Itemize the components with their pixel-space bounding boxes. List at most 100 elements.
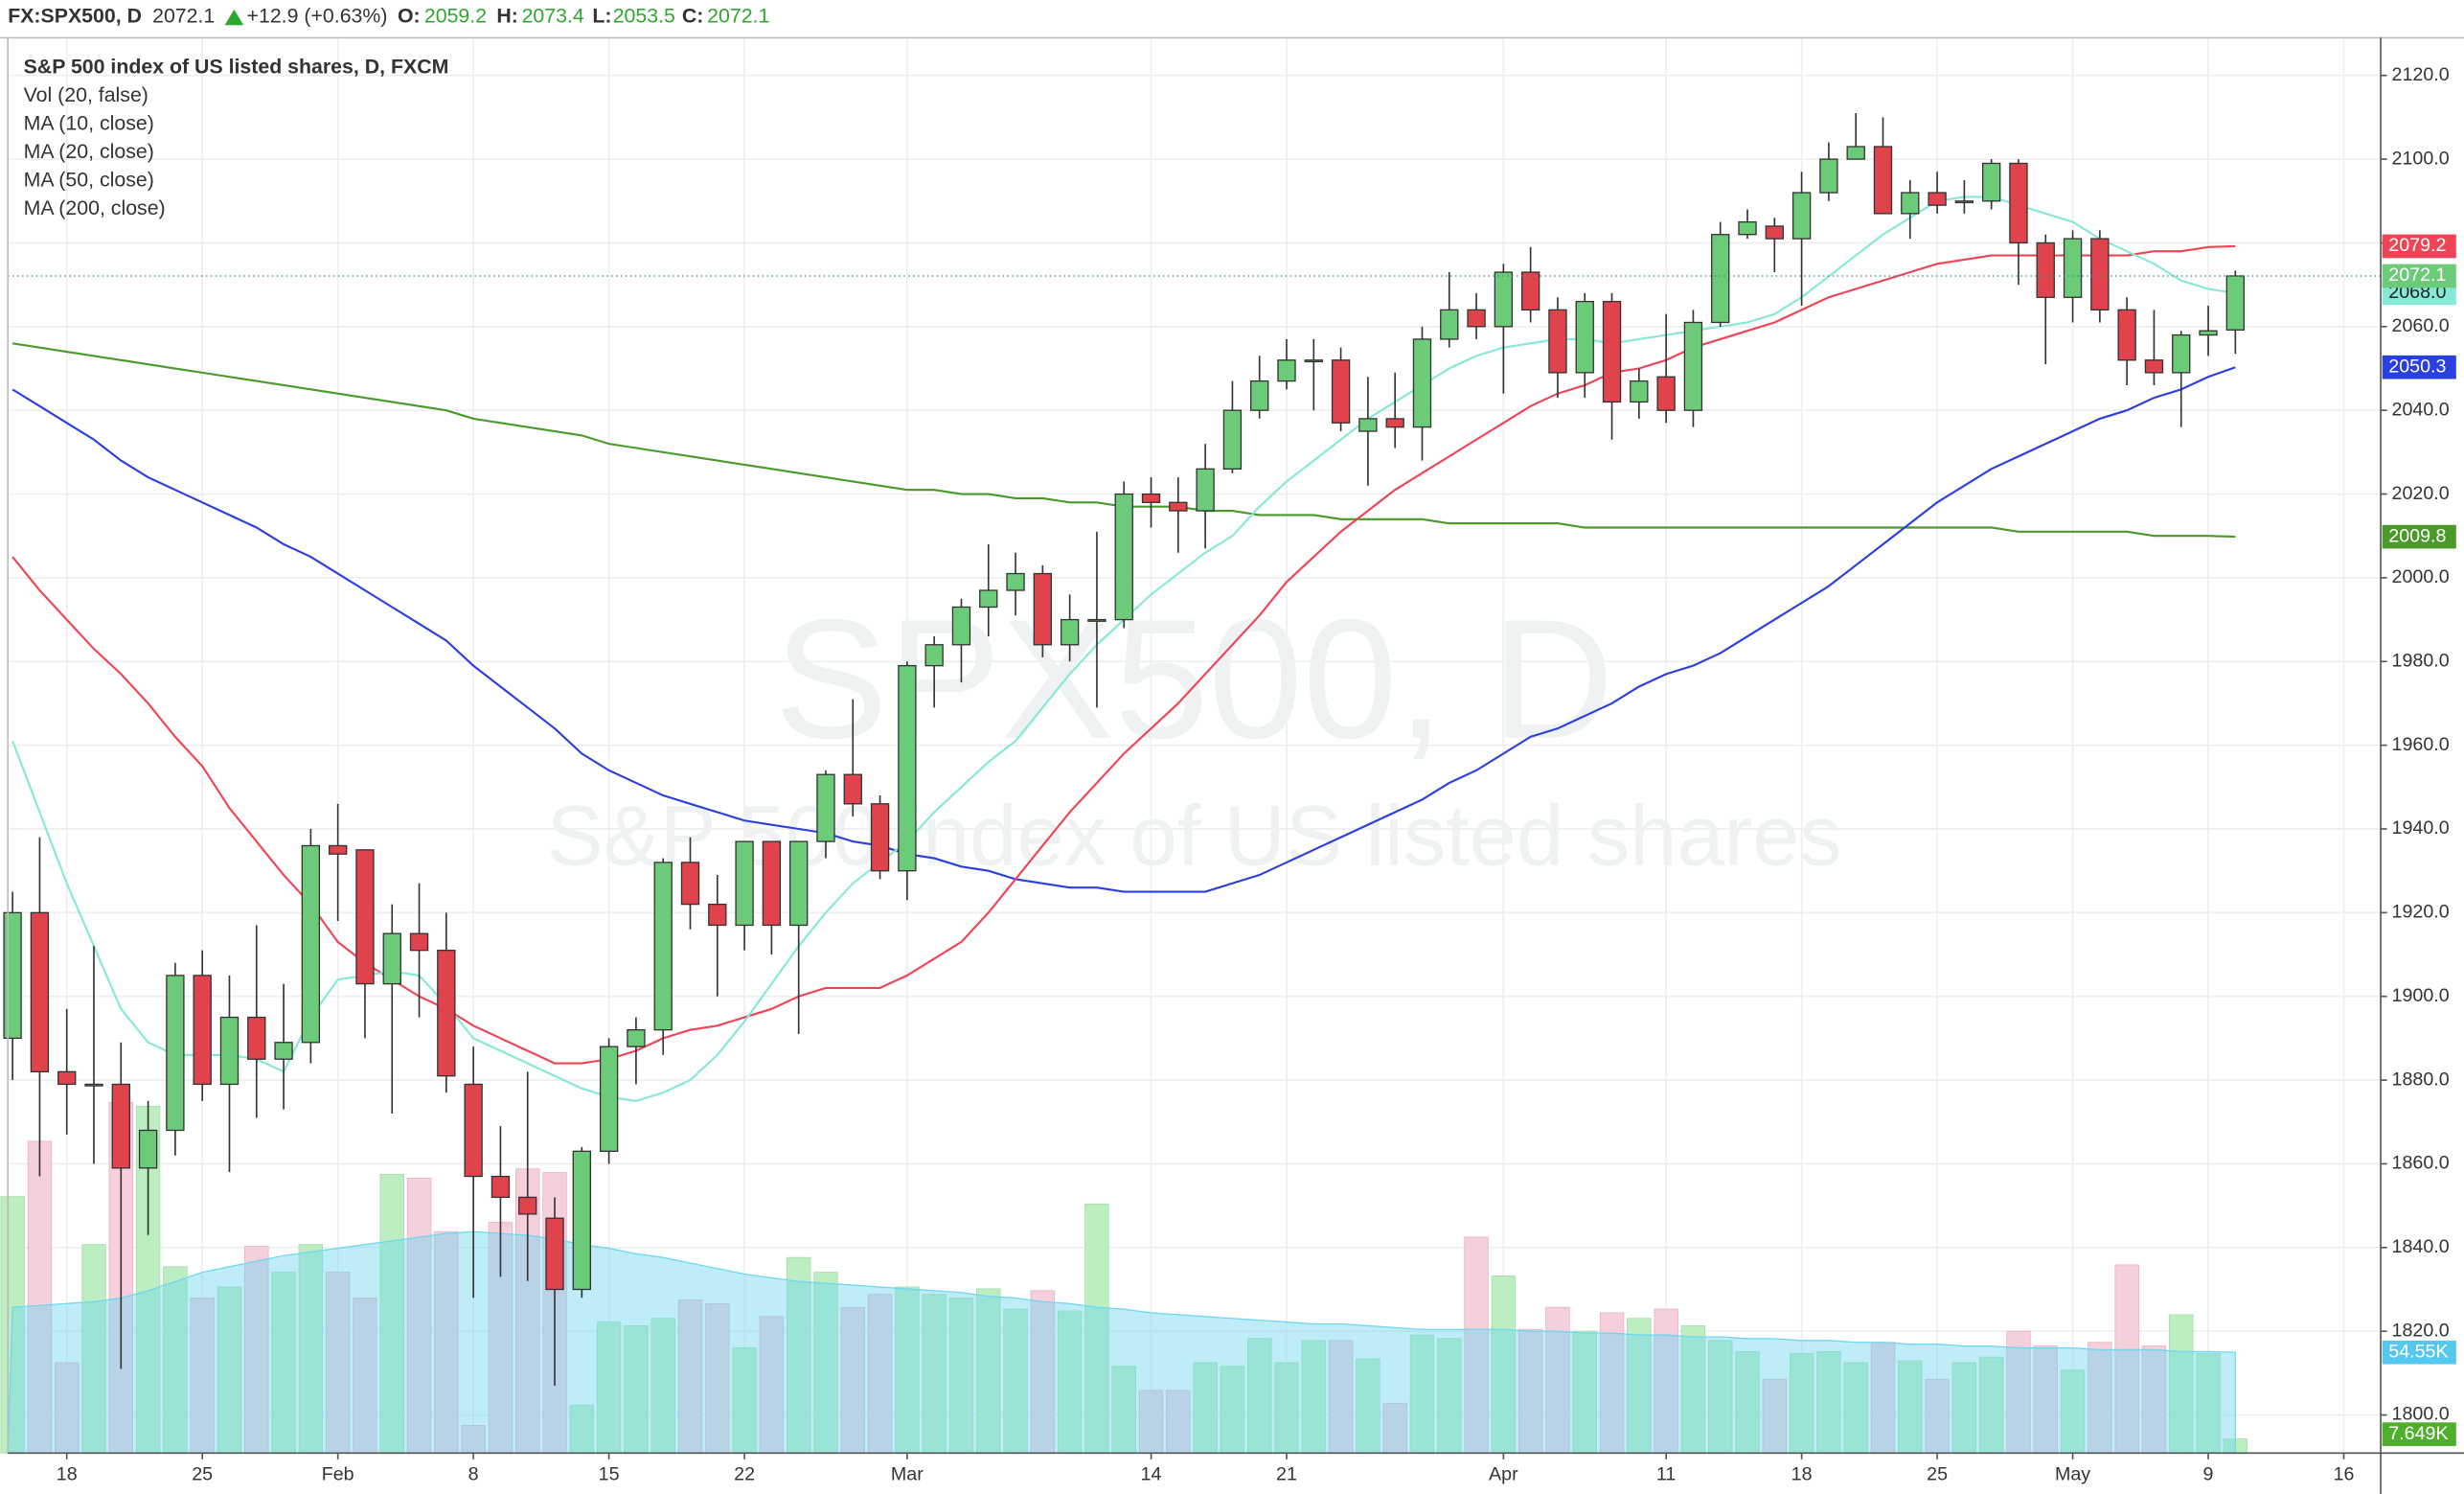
legend-entry: Vol (20, false) (24, 83, 148, 106)
candle-body (1467, 309, 1486, 328)
candle-body (653, 862, 673, 1031)
ma-line (11, 366, 2236, 893)
y-tick-label: 2040.0 (2392, 399, 2450, 420)
x-tick-label: May (2055, 1463, 2090, 1484)
high-value: 2073.4 (522, 5, 584, 28)
candle-body (138, 1129, 158, 1169)
candle-body (627, 1029, 646, 1047)
candle-body (2117, 309, 2136, 361)
volume-bar (298, 1244, 324, 1454)
volume-bar (1627, 1318, 1652, 1454)
y-tick-label: 1900.0 (2392, 985, 2450, 1006)
close-label: C: (682, 5, 703, 28)
y-tick-label: 2100.0 (2392, 148, 2450, 169)
volume-bar (2196, 1352, 2221, 1454)
candle-body (1358, 418, 1378, 432)
candle-body (1602, 300, 1622, 403)
candle-body (382, 932, 401, 985)
candle-body (1304, 359, 1323, 363)
x-tick-label: Mar (891, 1463, 924, 1484)
candle-body (1250, 379, 1269, 411)
volume-bar (1599, 1312, 1625, 1454)
candle-body (166, 975, 185, 1132)
candle-body (545, 1217, 564, 1291)
candle-body (518, 1196, 537, 1215)
candle-body (843, 773, 862, 805)
candle-body (1873, 146, 1893, 215)
volume-bar (867, 1294, 893, 1454)
candle-body (1520, 271, 1540, 311)
candle-body (1846, 146, 1865, 160)
candle-body (1765, 225, 1784, 240)
volume-bar (1003, 1308, 1028, 1454)
volume-bar (81, 1244, 106, 1454)
candle-body (572, 1150, 592, 1291)
candle-body (1196, 468, 1215, 512)
volume-bar (569, 1404, 595, 1454)
volume-bar (895, 1286, 920, 1454)
x-tick-label: 25 (1927, 1463, 1948, 1484)
x-tick-label: 25 (192, 1463, 213, 1484)
y-tick-label: 1800.0 (2392, 1404, 2450, 1425)
legend-entry: MA (20, close) (24, 140, 154, 163)
y-tick-label: 2000.0 (2392, 566, 2450, 587)
y-tick-label: 1820.0 (2392, 1320, 2450, 1341)
open-value: 2059.2 (424, 5, 487, 28)
candle-body (2225, 275, 2246, 331)
volume-bar (1517, 1328, 1543, 1454)
candle-body (1033, 572, 1053, 646)
candle-body (1928, 192, 1947, 206)
legend-entry: MA (50, close) (24, 169, 154, 192)
last-price: 2072.1 (152, 5, 215, 28)
volume-bar (1220, 1366, 1245, 1454)
legend: S&P 500 index of US listed shares, D, FX… (24, 55, 449, 219)
x-tick-label: 21 (1276, 1463, 1297, 1484)
candle-body (735, 840, 754, 927)
legend-entry: MA (10, close) (24, 111, 154, 134)
candle-body (2144, 359, 2164, 374)
low-label: L: (592, 5, 611, 28)
volume-bar (1654, 1308, 1678, 1454)
y-tick-label: 1860.0 (2392, 1153, 2450, 1174)
candle-body (1548, 309, 1567, 374)
candle-body (1819, 158, 1838, 194)
volume-bar (1762, 1378, 1788, 1454)
y-tick-label: 2060.0 (2392, 315, 2450, 336)
volume-bar (976, 1288, 1001, 1454)
candle-body (1494, 271, 1514, 328)
volume-bar (163, 1266, 188, 1454)
candle-body (219, 1016, 240, 1086)
x-tick-label: 15 (599, 1463, 620, 1484)
candle-body (247, 1016, 266, 1060)
candle-body (57, 1070, 77, 1086)
candle-body (1060, 618, 1080, 646)
y-tick-label: 1960.0 (2392, 734, 2450, 755)
volume-ma-area (7, 1230, 2236, 1454)
volume-last-label-box (2382, 1422, 2456, 1446)
x-tick-label: 16 (2334, 1463, 2355, 1484)
low-value: 2053.5 (613, 5, 675, 28)
volume-bar (624, 1325, 649, 1454)
candle-body (1331, 359, 1351, 424)
x-tick-label: Apr (1489, 1463, 1518, 1484)
volume-bar (1978, 1356, 2004, 1454)
candle-body (2063, 238, 2083, 298)
candle-body (111, 1083, 130, 1169)
chart-title: S&P 500 index of US listed shares, D, FX… (24, 55, 449, 78)
candle-body (1006, 572, 1025, 591)
candle-body (924, 644, 944, 667)
candle-body (1412, 338, 1432, 428)
change: +12.9 (+0.63%) (247, 5, 388, 28)
y-tick-label: 1880.0 (2392, 1069, 2450, 1090)
close-last-label: 2072.1 (2388, 264, 2446, 286)
volume-bar (461, 1424, 486, 1454)
candle-body (1277, 359, 1296, 382)
ma-last-label: 2009.8 (2388, 525, 2446, 546)
x-tick-label: 14 (1141, 1463, 1162, 1484)
up-arrow (224, 9, 244, 26)
candle-body (680, 862, 700, 906)
candle-body (708, 903, 727, 927)
volume-bar (1274, 1362, 1299, 1454)
candle-body (1683, 321, 1703, 411)
